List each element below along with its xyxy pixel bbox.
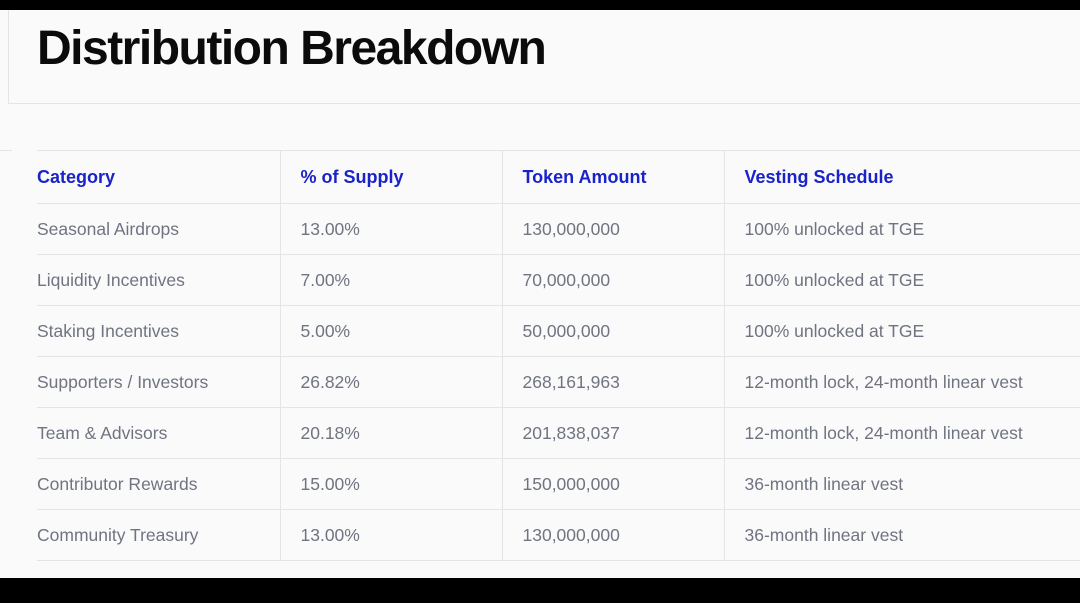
divider <box>8 10 9 103</box>
category-cell: Contributor Rewards <box>37 458 280 510</box>
column-header-vesting-schedule: Vesting Schedule <box>723 150 1080 204</box>
category-cell: Liquidity Incentives <box>37 254 280 306</box>
column-header-percent-of-supply: % of Supply <box>279 150 502 204</box>
category-cell: Team & Advisors <box>37 407 280 459</box>
category-cell: Seasonal Airdrops <box>37 203 280 255</box>
vesting-schedule-cell: 100% unlocked at TGE <box>723 254 1080 306</box>
token-amount-cell: 70,000,000 <box>501 254 724 306</box>
page-content: Distribution Breakdown Category % of Sup… <box>0 10 1080 578</box>
table-header-row: Category % of Supply Token Amount Vestin… <box>37 150 1080 204</box>
supply-percent-cell: 26.82% <box>279 356 502 408</box>
vesting-schedule-cell: 36-month linear vest <box>723 509 1080 561</box>
supply-percent-cell: 13.00% <box>279 509 502 561</box>
distribution-table: Category % of Supply Token Amount Vestin… <box>37 150 1080 561</box>
supply-percent-cell: 20.18% <box>279 407 502 459</box>
table-row: Staking Incentives 5.00% 50,000,000 100%… <box>37 305 1080 357</box>
table-row: Seasonal Airdrops 13.00% 130,000,000 100… <box>37 203 1080 255</box>
table-row: Supporters / Investors 26.82% 268,161,96… <box>37 356 1080 408</box>
token-amount-cell: 130,000,000 <box>501 509 724 561</box>
supply-percent-cell: 7.00% <box>279 254 502 306</box>
column-header-category: Category <box>37 150 280 204</box>
divider <box>8 103 1080 104</box>
supply-percent-cell: 15.00% <box>279 458 502 510</box>
vesting-schedule-cell: 12-month lock, 24-month linear vest <box>723 356 1080 408</box>
page-title: Distribution Breakdown <box>37 22 547 75</box>
token-amount-cell: 50,000,000 <box>501 305 724 357</box>
token-amount-cell: 130,000,000 <box>501 203 724 255</box>
category-cell: Supporters / Investors <box>37 356 280 408</box>
vesting-schedule-cell: 12-month lock, 24-month linear vest <box>723 407 1080 459</box>
category-cell: Staking Incentives <box>37 305 280 357</box>
divider <box>0 150 12 151</box>
table-row: Community Treasury 13.00% 130,000,000 36… <box>37 509 1080 561</box>
category-cell: Community Treasury <box>37 509 280 561</box>
vesting-schedule-cell: 36-month linear vest <box>723 458 1080 510</box>
token-amount-cell: 268,161,963 <box>501 356 724 408</box>
token-amount-cell: 150,000,000 <box>501 458 724 510</box>
supply-percent-cell: 13.00% <box>279 203 502 255</box>
table-row: Team & Advisors 20.18% 201,838,037 12-mo… <box>37 407 1080 459</box>
vesting-schedule-cell: 100% unlocked at TGE <box>723 305 1080 357</box>
table-row: Contributor Rewards 15.00% 150,000,000 3… <box>37 458 1080 510</box>
column-header-token-amount: Token Amount <box>501 150 724 204</box>
vesting-schedule-cell: 100% unlocked at TGE <box>723 203 1080 255</box>
token-amount-cell: 201,838,037 <box>501 407 724 459</box>
supply-percent-cell: 5.00% <box>279 305 502 357</box>
table-row: Liquidity Incentives 7.00% 70,000,000 10… <box>37 254 1080 306</box>
